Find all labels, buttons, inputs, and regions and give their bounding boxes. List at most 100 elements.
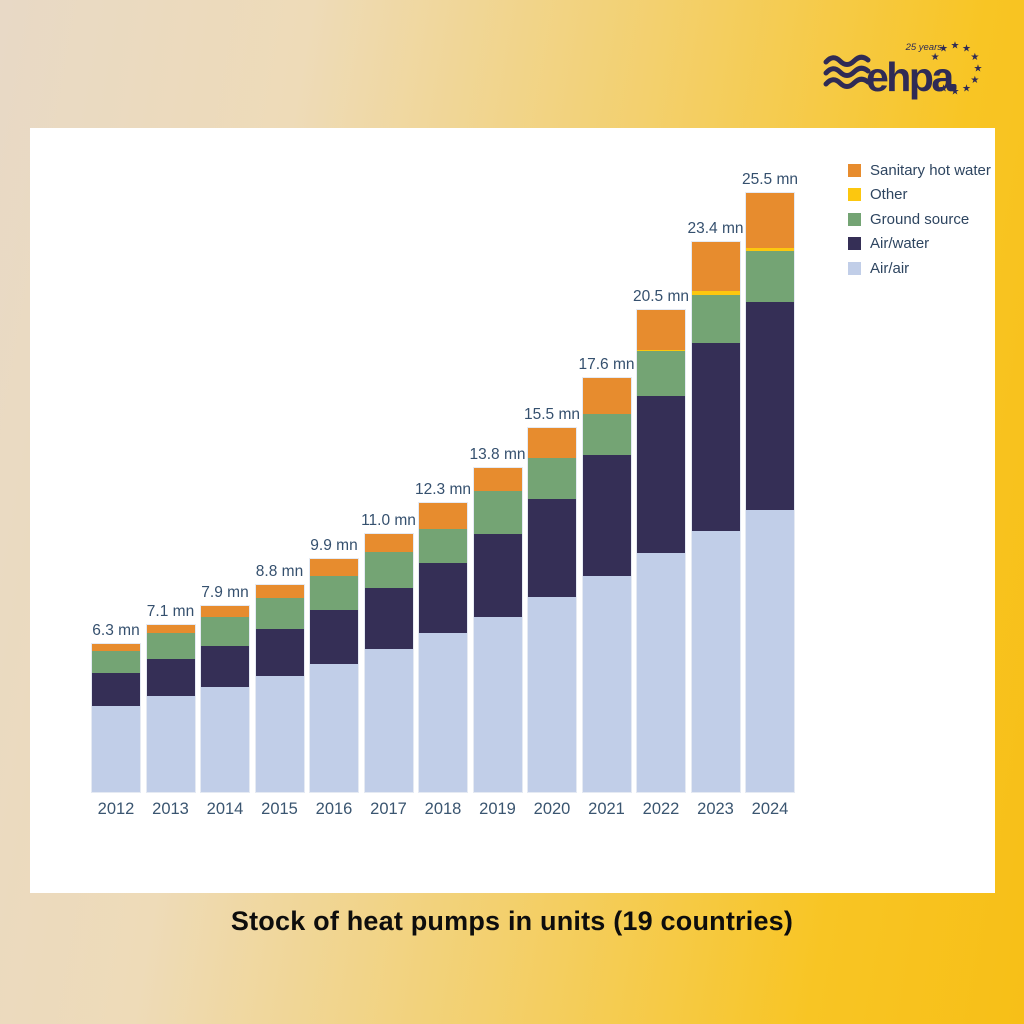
segment-sanitary-hot-water-2022 [637, 310, 685, 351]
segment-ground-source-2024 [746, 251, 794, 302]
segment-air-water-2020 [528, 499, 576, 597]
segment-air-water-2019 [473, 533, 522, 617]
segment-air-air-2018 [419, 633, 467, 792]
star-icon: ★ [974, 64, 983, 75]
logo-dot [950, 84, 957, 91]
total-label-2013: 7.1 mn [146, 603, 195, 621]
segment-ground-source-2014 [201, 616, 249, 647]
segment-sanitary-hot-water-2023 [691, 242, 740, 292]
stacked-bar-2021: 17.6 mn 2021 [578, 356, 634, 818]
stacked-bar-2015: 8.8 mn 2015 [254, 563, 305, 818]
segment-air-water-2013 [146, 659, 195, 696]
segment-ground-source-2019 [473, 491, 522, 534]
segment-ground-source-2020 [528, 458, 576, 500]
segment-air-water-2014 [201, 646, 249, 688]
star-icon: ★ [931, 52, 940, 63]
segment-air-air-2014 [201, 687, 249, 792]
legend-label-air-air: Air/air [870, 259, 910, 277]
legend-label-ground-source: Ground source [870, 210, 970, 228]
stacked-bar-2023: 23.4 mn 2023 [687, 220, 743, 818]
segment-sanitary-hot-water-2019 [473, 467, 522, 492]
segment-other-2023 [691, 291, 740, 295]
star-icon: ★ [970, 75, 979, 86]
segment-air-water-2022 [637, 396, 685, 554]
legend-swatch-air-water [848, 237, 861, 251]
legend-swatch-air-air [848, 261, 861, 275]
stacked-bar-2013: 7.1 mn 2013 [145, 603, 196, 818]
legend-swatch-sanitary-hot-water [848, 163, 861, 177]
segment-air-water-2021 [582, 454, 631, 576]
stacked-bar-2022: 20.5 mn 2022 [633, 288, 689, 818]
year-label-2017: 2017 [370, 800, 407, 818]
legend-item-air-water: Air/water [848, 232, 991, 257]
year-label-2016: 2016 [315, 800, 353, 818]
year-label-2019: 2019 [479, 800, 516, 818]
segment-sanitary-hot-water-2013 [146, 625, 195, 634]
legend-item-other: Other [848, 183, 991, 208]
stacked-bar-2018: 12.3 mn 2018 [415, 481, 471, 818]
total-label-2016: 9.9 mn [310, 537, 358, 555]
segment-air-air-2016 [310, 663, 358, 792]
year-label-2014: 2014 [206, 800, 244, 818]
year-label-2020: 2020 [533, 800, 571, 818]
star-icon: ★ [962, 83, 971, 94]
stars-circle-icon: ★ ★★★★★★★★★ [931, 41, 983, 98]
year-label-2024: 2024 [751, 800, 789, 818]
star-icon: ★ [970, 52, 979, 63]
logo-brand-text: ehpa [866, 54, 955, 100]
segment-sanitary-hot-water-2014 [201, 606, 249, 617]
segment-air-water-2012 [92, 673, 140, 707]
year-label-2013: 2013 [152, 800, 189, 818]
segment-sanitary-hot-water-2015 [255, 585, 304, 599]
segment-ground-source-2015 [255, 598, 304, 629]
year-label-2012: 2012 [97, 800, 135, 818]
year-label-2023: 2023 [697, 800, 734, 818]
total-label-2022: 20.5 mn [632, 288, 690, 306]
year-label-2015: 2015 [261, 800, 298, 818]
stacked-bar-2019: 13.8 mn 2019 [469, 446, 525, 818]
stacked-bar-2024: 25.5 mn 2024 [742, 171, 798, 818]
segment-air-water-2015 [255, 628, 304, 676]
legend-item-sanitary-hot-water: Sanitary hot water [848, 158, 991, 183]
segment-air-air-2015 [255, 675, 304, 792]
star-icon: ★ [939, 83, 948, 94]
total-label-2023: 23.4 mn [687, 220, 744, 238]
segment-ground-source-2012 [92, 651, 140, 674]
segment-sanitary-hot-water-2021 [582, 378, 631, 414]
legend-swatch-other [848, 188, 861, 202]
stacked-bar-2017: 11.0 mn 2017 [361, 512, 416, 819]
year-label-2022: 2022 [642, 800, 680, 818]
total-label-2012: 6.3 mn [92, 621, 140, 639]
segment-sanitary-hot-water-2016 [310, 559, 358, 576]
segment-air-air-2021 [582, 575, 631, 792]
waves-icon [823, 54, 871, 89]
star-icon: ★ [939, 44, 948, 55]
legend-label-other: Other [870, 186, 908, 204]
segment-ground-source-2013 [146, 633, 195, 660]
stacked-bar-2014: 7.9 mn 2014 [200, 584, 250, 818]
star-icon: ★ [951, 87, 960, 98]
segment-air-air-2013 [146, 695, 195, 792]
year-label-2018: 2018 [424, 800, 462, 818]
legend: Sanitary hot water Other Ground source Air/… [848, 158, 991, 281]
segment-other-2024 [746, 247, 794, 252]
stacked-bar-2012: 6.3 mn 2012 [91, 622, 141, 818]
segment-sanitary-hot-water-2020 [528, 427, 576, 459]
segment-sanitary-hot-water-2024 [746, 192, 794, 248]
legend-item-ground-source: Ground source [848, 207, 991, 232]
segment-air-air-2017 [364, 648, 413, 792]
segment-air-water-2018 [419, 562, 467, 634]
legend-label-air-water: Air/water [870, 235, 930, 253]
total-label-2018: 12.3 mn [414, 480, 472, 498]
segment-other-2022 [637, 350, 685, 352]
segment-sanitary-hot-water-2012 [92, 643, 140, 651]
segment-air-air-2022 [637, 553, 685, 792]
total-label-2015: 8.8 mn [255, 563, 304, 581]
segment-air-water-2023 [691, 343, 740, 532]
segment-air-air-2024 [746, 509, 794, 792]
legend-swatch-ground-source [848, 212, 861, 226]
segment-air-air-2020 [528, 596, 576, 792]
star-icon: ★ [951, 41, 960, 52]
chart-title: Stock of heat pumps in units (19 countri… [230, 906, 794, 936]
stacked-bar-2016: 9.9 mn 2016 [309, 537, 359, 818]
